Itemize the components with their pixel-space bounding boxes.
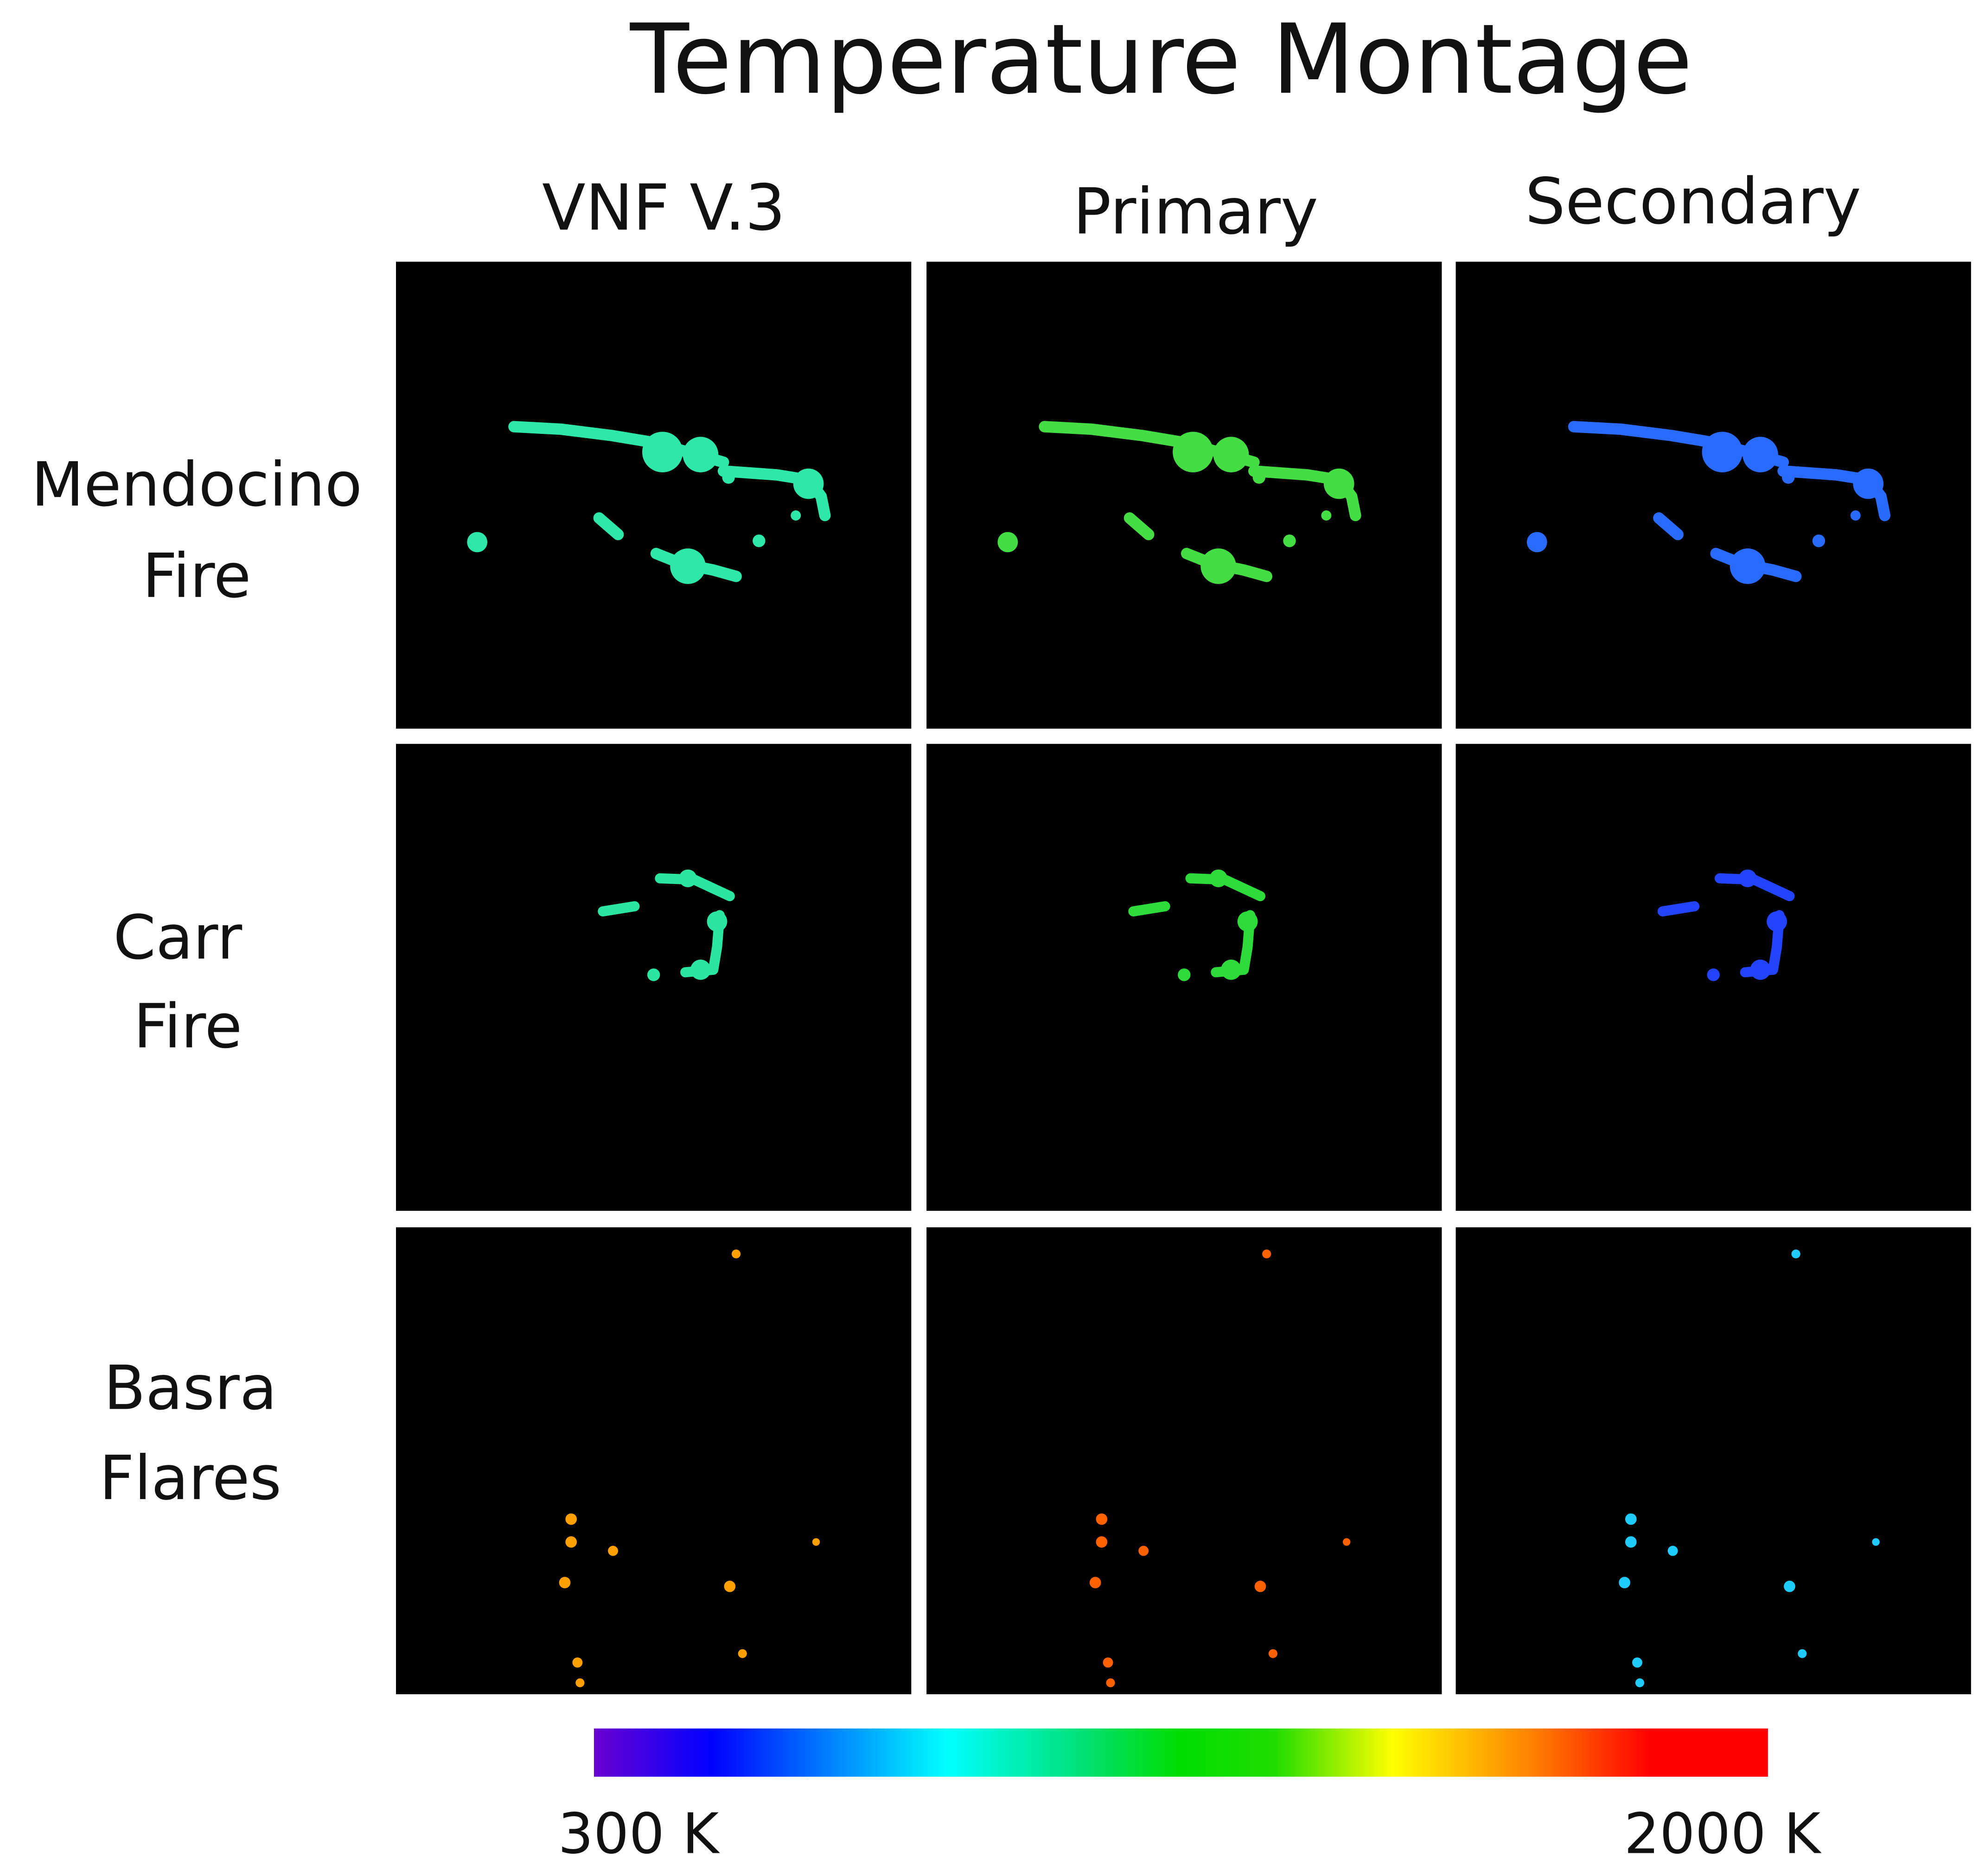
fire-pixels xyxy=(1262,1249,1271,1259)
fire-pixels xyxy=(1653,512,1684,541)
row-label: Fire xyxy=(142,541,251,611)
fire-pixels xyxy=(1526,532,1547,553)
fire-pixels xyxy=(1103,1657,1113,1668)
fire-pixels xyxy=(1798,1649,1807,1658)
fire-pixels xyxy=(1173,432,1213,472)
fire-pixels xyxy=(1252,471,1266,484)
row-label: Basra xyxy=(104,1353,277,1424)
fire-pixels xyxy=(1850,510,1861,521)
fire-pixels xyxy=(753,534,766,547)
fire-pixels xyxy=(1089,1577,1101,1589)
fire-pixels xyxy=(997,532,1018,553)
fire-pixels xyxy=(1791,1249,1800,1259)
fire-pixels xyxy=(732,1249,741,1259)
fire-pixels xyxy=(1200,548,1237,584)
fire-pixels xyxy=(690,960,711,980)
fire-pixels xyxy=(722,471,735,484)
fire-pixels xyxy=(598,901,640,916)
fire-pixels xyxy=(1625,1536,1637,1548)
fire-pixels xyxy=(1707,968,1720,981)
fire-pixels xyxy=(1657,901,1700,916)
colorbar xyxy=(594,1728,1768,1777)
fire-pixels xyxy=(724,1580,736,1592)
image-panel xyxy=(1455,261,1971,729)
fire-pixels xyxy=(1738,869,1757,888)
fire-pixels xyxy=(1096,1536,1108,1548)
fire-pixels xyxy=(1667,1545,1678,1556)
fire-pixels xyxy=(1784,1580,1795,1592)
fire-pixels xyxy=(812,1538,820,1546)
fire-pixels xyxy=(1853,468,1884,499)
colorbar-max-label: 2000 K xyxy=(1624,1801,1822,1866)
fire-pixels xyxy=(647,968,660,981)
fire-pixels xyxy=(1096,1513,1108,1525)
row-label: Flares xyxy=(99,1443,281,1514)
fire-pixels xyxy=(572,1657,583,1668)
column-header: Secondary xyxy=(1525,165,1861,239)
fire-pixels xyxy=(1625,1513,1637,1525)
fire-pixels xyxy=(593,512,624,541)
fire-pixels xyxy=(683,437,719,472)
fire-pixels xyxy=(1268,1649,1278,1658)
fire-pixels xyxy=(565,1536,577,1548)
fire-pixels xyxy=(738,1649,747,1658)
row-label: Carr xyxy=(113,902,243,973)
fire-pixels xyxy=(575,1678,585,1687)
fire-pixels xyxy=(559,1577,571,1589)
fire-pixels xyxy=(793,468,824,499)
fire-pixels xyxy=(1635,1678,1645,1687)
image-panel xyxy=(396,1227,912,1694)
fire-pixels xyxy=(1106,1678,1115,1687)
fire-pixels xyxy=(1702,432,1743,472)
fire-pixels xyxy=(791,510,801,521)
image-panel xyxy=(926,261,1442,729)
fire-pixels xyxy=(565,1513,577,1525)
fire-pixels xyxy=(1254,1580,1266,1592)
fire-pixels xyxy=(679,869,697,888)
column-header: Primary xyxy=(1073,175,1318,249)
fire-pixels xyxy=(1619,1577,1630,1589)
fire-pixels xyxy=(1782,471,1795,484)
fire-pixels xyxy=(670,548,706,584)
fire-pixels xyxy=(1123,512,1155,541)
fire-pixels xyxy=(1812,534,1825,547)
fire-pixels xyxy=(1730,548,1766,584)
fire-pixels xyxy=(1342,1538,1351,1546)
fire-pixels xyxy=(1283,534,1296,547)
fire-pixels xyxy=(1138,1545,1149,1556)
fire-pixels xyxy=(1213,437,1249,472)
fire-pixels xyxy=(642,432,683,472)
fire-pixels xyxy=(608,1545,619,1556)
fire-pixels xyxy=(1209,869,1227,888)
fire-pixels xyxy=(1321,510,1332,521)
row-label: Fire xyxy=(134,991,242,1062)
image-panel xyxy=(926,1227,1442,1694)
figure-title: Temperature Montage xyxy=(630,4,1692,116)
image-panel xyxy=(1455,1227,1971,1694)
fire-pixels xyxy=(1237,911,1258,932)
fire-pixels xyxy=(1750,960,1771,980)
fire-pixels xyxy=(1742,437,1778,472)
fire-pixels xyxy=(467,532,488,553)
row-label: Mendocino xyxy=(31,449,362,520)
colorbar-min-label: 300 K xyxy=(558,1801,720,1866)
column-header: VNF V.3 xyxy=(542,171,785,245)
fire-pixels xyxy=(1323,468,1354,499)
image-panel xyxy=(396,261,912,729)
fire-pixels xyxy=(1767,911,1787,932)
fire-pixels xyxy=(707,911,728,932)
fire-pixels xyxy=(1128,901,1170,916)
fire-pixels xyxy=(1178,968,1191,981)
fire-pixels xyxy=(1872,1538,1880,1546)
fire-pixels xyxy=(1221,960,1241,980)
fire-pixels xyxy=(1632,1657,1642,1668)
